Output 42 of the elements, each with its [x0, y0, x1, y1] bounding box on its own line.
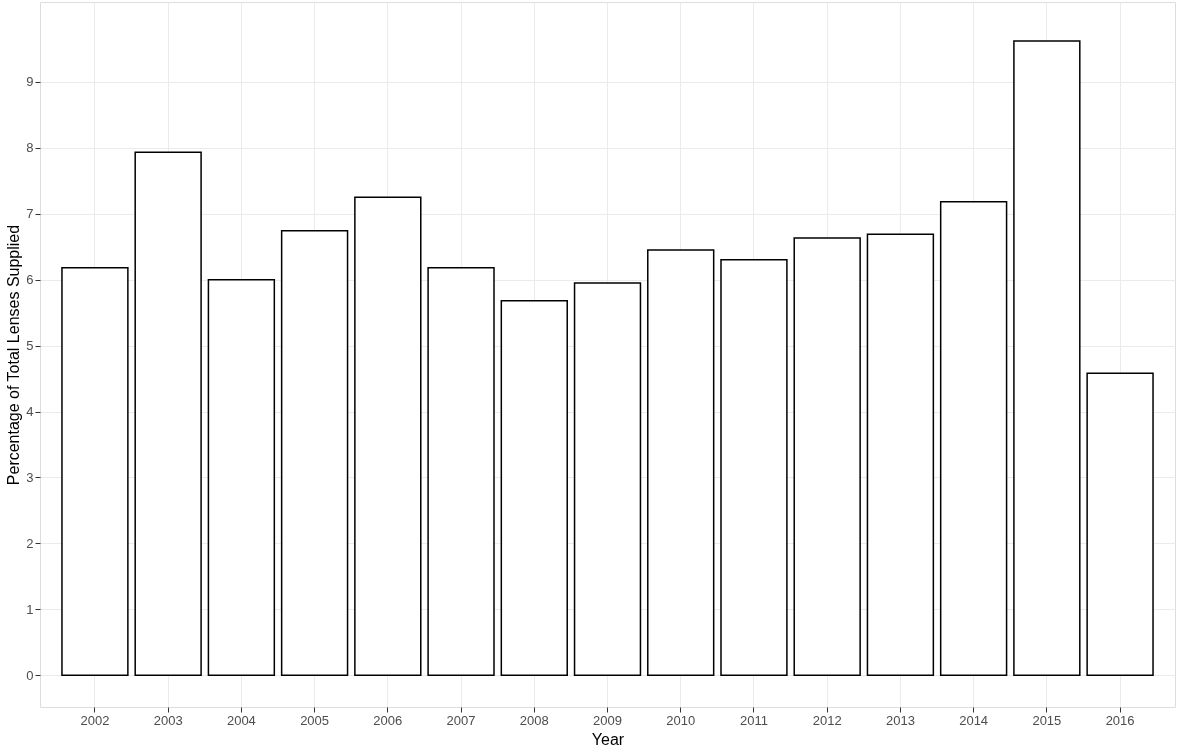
bar [720, 259, 788, 677]
x-tick-label: 2006 [373, 712, 403, 728]
bar [280, 230, 349, 677]
x-tick-label: 2009 [593, 712, 622, 728]
x-tick-label: 2007 [446, 712, 476, 728]
bar [1013, 40, 1081, 677]
bar [61, 267, 129, 677]
x-tick-label: 2015 [1032, 712, 1062, 728]
x-axis-title: Year [591, 730, 625, 748]
y-tick-label: 6 [26, 272, 34, 288]
x-tick-label: 2005 [300, 712, 330, 728]
y-tick-label: 1 [26, 601, 34, 617]
y-tick-label: 7 [26, 206, 34, 222]
y-tick-label: 2 [26, 535, 34, 551]
bar [207, 278, 276, 677]
x-tick-label: 2010 [666, 712, 696, 728]
y-tick-label: 4 [26, 404, 34, 420]
x-tick-label: 2012 [812, 712, 842, 728]
bar [939, 201, 1008, 677]
y-tick-label: 8 [26, 140, 34, 156]
y-tick-label: 9 [26, 74, 34, 90]
x-tick-label: 2014 [959, 712, 989, 728]
bar [866, 233, 935, 677]
x-tick-label: 2002 [80, 712, 110, 728]
y-tick-label: 5 [26, 338, 34, 354]
bar [1086, 372, 1154, 677]
bar [573, 282, 642, 677]
x-tick-label: 2004 [226, 712, 256, 728]
bar [647, 249, 715, 677]
bar [427, 267, 495, 677]
x-tick-label: 2003 [153, 712, 183, 728]
x-tick-label: 2016 [1105, 712, 1135, 728]
bar [134, 151, 202, 677]
x-tick-label: 2008 [519, 712, 549, 728]
bar [793, 237, 861, 677]
x-tick-label: 2011 [739, 712, 768, 728]
y-tick-label: 0 [26, 667, 34, 683]
bar [354, 196, 422, 677]
bar [500, 300, 568, 677]
y-axis-title: Percentage of Total Lenses Supplied [5, 224, 23, 486]
y-tick-label: 3 [26, 470, 34, 485]
x-tick-label: 2013 [885, 712, 915, 728]
